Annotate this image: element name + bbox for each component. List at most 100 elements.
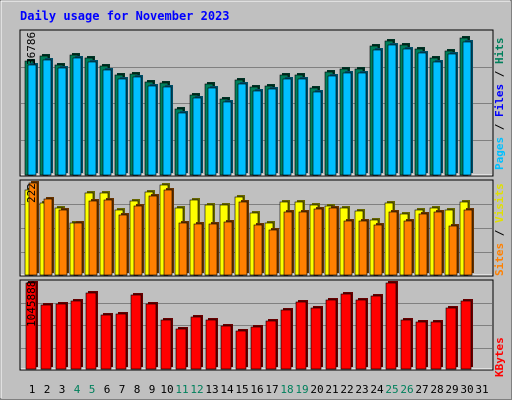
sites-bar-day-4 [73, 222, 83, 276]
files-bar-day-25 [387, 44, 397, 176]
legend-visits: Visits [493, 183, 506, 223]
x-tick-9: 9 [149, 383, 156, 396]
sites-bar-day-5 [88, 200, 98, 276]
x-tick-19: 19 [295, 383, 308, 396]
x-tick-15: 15 [235, 383, 248, 396]
sites-bar-day-21 [328, 207, 338, 276]
kbytes-bar-day-1 [25, 282, 37, 370]
kbytes-bar-day-25 [385, 282, 397, 370]
sites-bar-day-7 [118, 214, 128, 276]
legend-sites: Sites [493, 243, 506, 276]
kbytes-bar-day-2 [40, 304, 52, 370]
x-tick-5: 5 [89, 383, 96, 396]
x-tick-18: 18 [280, 383, 293, 396]
legend-panel-1: Sites / Visits [493, 183, 506, 276]
sites-bar-day-8 [133, 205, 143, 276]
legend-files: Files [493, 84, 506, 117]
sites-bar-day-3 [58, 209, 68, 276]
legend-sep-0-2: / [493, 64, 506, 84]
x-tick-28: 28 [430, 383, 443, 396]
sites-bar-day-1 [28, 182, 38, 276]
x-tick-23: 23 [355, 383, 368, 396]
sites-bar-day-19 [298, 211, 308, 276]
files-bar-day-20 [312, 91, 322, 176]
sites-bar-day-28 [433, 211, 443, 276]
chart-title: Daily usage for November 2023 [20, 9, 230, 23]
x-tick-20: 20 [310, 383, 323, 396]
files-bar-day-12 [192, 97, 202, 176]
files-bar-day-8 [132, 76, 142, 176]
kbytes-bar-day-10 [160, 319, 172, 370]
files-bar-day-28 [432, 61, 442, 176]
kbytes-bar-day-7 [115, 313, 127, 370]
sites-bar-day-14 [223, 221, 233, 276]
files-bar-day-30 [462, 41, 472, 176]
files-bar-day-27 [417, 52, 427, 176]
files-bar-day-21 [327, 75, 337, 176]
files-bar-day-24 [372, 49, 382, 176]
sites-bar-day-18 [283, 211, 293, 276]
files-bar-day-23 [357, 72, 367, 176]
kbytes-bar-day-30 [460, 300, 472, 370]
legend-pages: Pages [493, 137, 506, 170]
sites-bar-day-30 [463, 209, 473, 276]
files-bar-day-26 [402, 48, 412, 176]
kbytes-bar-day-20 [310, 307, 322, 370]
files-bar-day-22 [342, 72, 352, 176]
sites-bar-day-9 [148, 195, 158, 276]
files-bar-day-13 [207, 87, 217, 176]
kbytes-bar-day-29 [445, 307, 457, 370]
x-tick-24: 24 [370, 383, 384, 396]
kbytes-bar-day-4 [70, 300, 82, 370]
kbytes-bar-day-17 [265, 320, 277, 370]
kbytes-bar-day-5 [85, 292, 97, 370]
legend-sep-0-1: / [493, 117, 506, 137]
kbytes-bar-day-12 [190, 316, 202, 370]
kbytes-bar-day-15 [235, 330, 247, 370]
x-tick-27: 27 [415, 383, 428, 396]
files-bar-day-18 [282, 78, 292, 176]
kbytes-bar-day-8 [130, 294, 142, 370]
sites-bar-day-11 [178, 222, 188, 276]
files-bar-day-17 [267, 88, 277, 176]
kbytes-bar-day-26 [400, 319, 412, 370]
kbytes-bar-day-16 [250, 326, 262, 370]
bottom-ymax-label: 1045888 [25, 281, 38, 327]
sites-bar-day-6 [103, 199, 113, 276]
kbytes-bar-day-24 [370, 295, 382, 370]
x-tick-labels: 1 2 3 4 5 6 7 8 9 10 11 12 13 14 15 16 17 18 19 20 21 22 23 24 2… [29, 383, 489, 396]
legends: Pages / Files / Hits Sites / Visits KBytes [493, 38, 506, 378]
files-bar-day-6 [102, 69, 112, 176]
kbytes-bar-day-18 [280, 309, 292, 370]
legend-hits: Hits [493, 38, 506, 65]
x-tick-2: 2 [44, 383, 51, 396]
x-tick-12: 12 [190, 383, 203, 396]
x-tick-14: 14 [220, 383, 234, 396]
sites-bar-day-2 [43, 198, 53, 276]
kbytes-bar-day-22 [340, 293, 352, 370]
sites-bar-day-25 [388, 211, 398, 276]
x-tick-22: 22 [340, 383, 353, 396]
files-bar-day-19 [297, 78, 307, 176]
files-bar-day-2 [42, 59, 52, 176]
files-bar-day-11 [177, 112, 187, 176]
x-tick-16: 16 [250, 383, 263, 396]
kbytes-bar-day-6 [100, 314, 112, 370]
kbytes-bar-day-28 [430, 321, 442, 370]
kbytes-bar-day-11 [175, 328, 187, 370]
sites-bar-day-16 [253, 224, 263, 276]
x-tick-31: 31 [475, 383, 488, 396]
x-tick-6: 6 [104, 383, 111, 396]
sites-bar-day-22 [343, 220, 353, 276]
sites-bar-day-27 [418, 213, 428, 276]
x-tick-30: 30 [460, 383, 473, 396]
kbytes-bar-day-14 [220, 325, 232, 370]
legend-panel-0: Pages / Files / Hits [493, 38, 506, 171]
files-bar-day-9 [147, 85, 157, 176]
sites-bar-day-24 [373, 224, 383, 276]
legend-kbytes: KBytes [493, 337, 506, 377]
x-tick-17: 17 [265, 383, 278, 396]
x-tick-8: 8 [134, 383, 141, 396]
sites-bar-day-26 [403, 220, 413, 276]
legend-sep-1-1: / [493, 223, 506, 243]
